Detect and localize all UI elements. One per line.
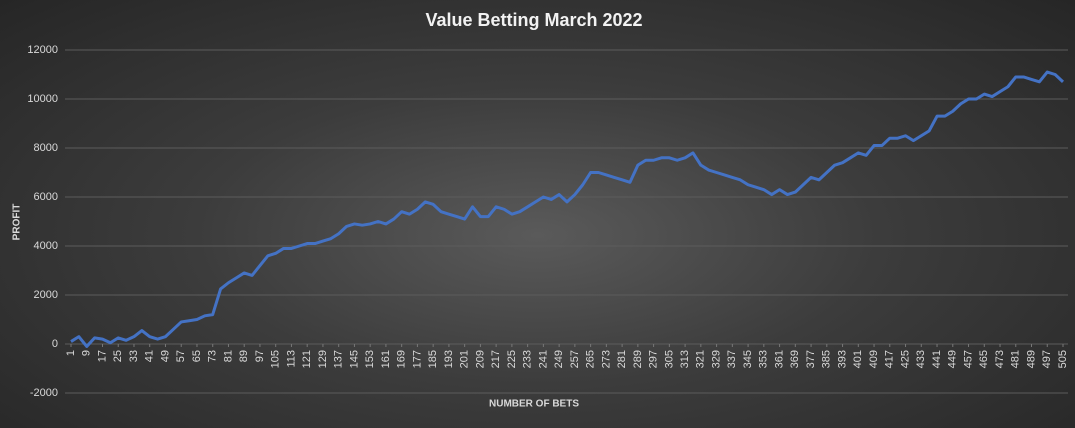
x-tick-label: 145 [348,350,360,368]
x-tick-label: 457 [962,350,974,368]
x-tick-label: 49 [159,350,171,362]
x-tick-label: 273 [600,350,612,368]
x-tick-label: 169 [396,350,408,368]
x-tick-label: 401 [852,350,864,368]
y-tick-label: -2000 [30,387,58,399]
x-tick-label: 73 [207,350,219,362]
x-tick-label: 329 [710,350,722,368]
y-tick-label: 2000 [34,289,58,301]
x-axis-label: NUMBER OF BETS [489,399,579,410]
x-tick-label: 25 [112,350,124,362]
x-tick-label: 281 [616,350,628,368]
x-tick-label: 369 [789,350,801,368]
x-tick-label: 225 [506,350,518,368]
y-axis-label: PROFIT [12,204,23,241]
y-tick-label: 4000 [34,240,58,252]
x-tick-label: 129 [317,350,329,368]
x-tick-label: 89 [238,350,250,362]
x-tick-label: 217 [490,350,502,368]
x-tick-label: 241 [537,350,549,368]
x-tick-label: 1 [65,350,77,356]
x-tick-label: 465 [978,350,990,368]
y-tick-label: 6000 [34,191,58,203]
x-tick-label: 9 [81,350,93,356]
x-tick-label: 185 [427,350,439,368]
x-tick-label: 17 [96,350,108,362]
x-tick-label: 337 [726,350,738,368]
x-tick-label: 257 [569,350,581,368]
x-tick-label: 201 [459,350,471,368]
x-tick-label: 209 [474,350,486,368]
x-tick-label: 137 [333,350,345,368]
x-tick-label: 177 [411,350,423,368]
x-tick-label: 313 [679,350,691,368]
x-tick-label: 353 [758,350,770,368]
x-tick-label: 489 [1025,350,1037,368]
x-tick-label: 393 [836,350,848,368]
chart-title: Value Betting March 2022 [425,10,642,30]
x-tick-label: 473 [994,350,1006,368]
x-tick-label: 105 [270,350,282,368]
y-tick-label: 10000 [27,93,58,105]
x-tick-label: 481 [1010,350,1022,368]
x-tick-label: 289 [632,350,644,368]
x-tick-label: 65 [191,350,203,362]
x-tick-label: 441 [931,350,943,368]
x-tick-label: 249 [553,350,565,368]
x-tick-label: 449 [947,350,959,368]
x-tick-label: 321 [695,350,707,368]
x-tick-label: 497 [1041,350,1053,368]
x-tick-label: 81 [222,350,234,362]
x-tick-label: 505 [1057,350,1069,368]
x-tick-label: 361 [773,350,785,368]
x-tick-label: 57 [175,350,187,362]
x-tick-label: 297 [648,350,660,368]
x-tick-label: 233 [522,350,534,368]
y-tick-label: 12000 [27,44,58,56]
x-tick-label: 425 [899,350,911,368]
x-tick-label: 193 [443,350,455,368]
x-tick-label: 41 [144,350,156,362]
x-tick-label: 113 [285,350,297,368]
y-tick-label: 0 [52,338,58,350]
x-tick-label: 33 [128,350,140,362]
x-tick-label: 377 [805,350,817,368]
x-tick-label: 161 [380,350,392,368]
x-tick-label: 433 [915,350,927,368]
profit-line [70,70,1065,348]
x-tick-label: 409 [868,350,880,368]
x-tick-label: 305 [663,350,675,368]
x-tick-label: 153 [364,350,376,368]
x-tick-label: 121 [301,350,313,368]
x-tick-label: 345 [742,350,754,368]
x-tick-label: 385 [821,350,833,368]
x-tick-label: 265 [585,350,597,368]
x-tick-label: 97 [254,350,266,362]
x-tick-label: 417 [884,350,896,368]
y-tick-label: 8000 [34,142,58,154]
